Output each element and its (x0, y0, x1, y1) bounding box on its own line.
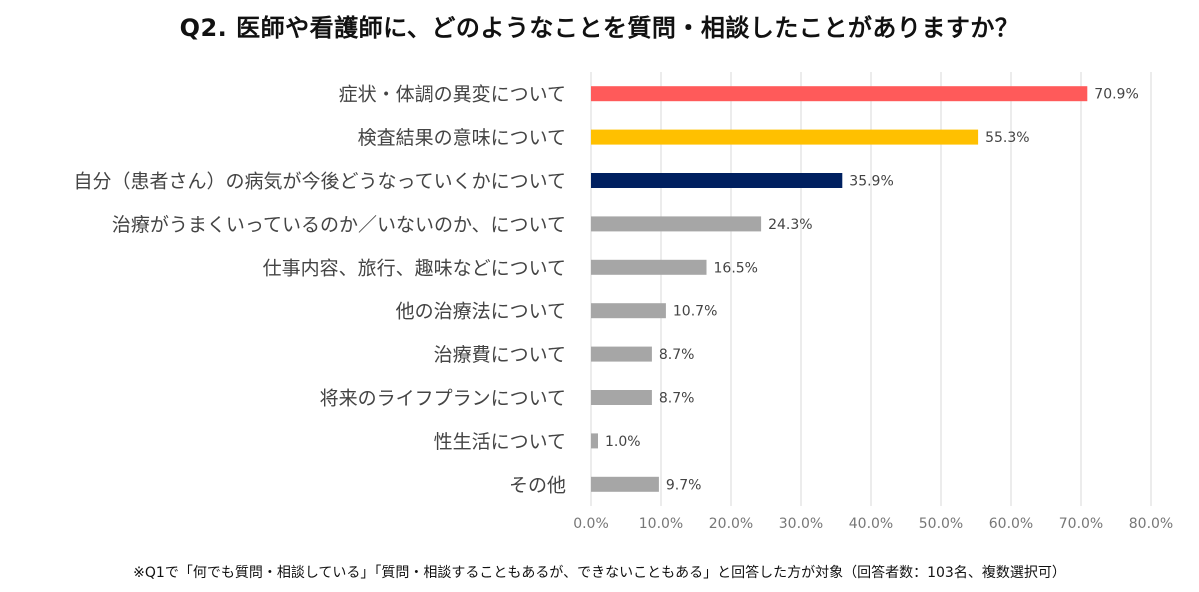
value-label: 9.7% (666, 477, 702, 493)
bar (591, 476, 659, 492)
category-label: 治療費について (434, 344, 566, 366)
category-label: 検査結果の意味について (358, 127, 566, 149)
value-label: 16.5% (714, 260, 758, 276)
category-label: 性生活について (434, 431, 566, 453)
x-tick-label: 40.0% (849, 516, 893, 532)
x-tick-label: 0.0% (573, 516, 609, 532)
value-label: 35.9% (849, 174, 893, 190)
bar (591, 433, 598, 449)
x-tick-label: 10.0% (639, 516, 683, 532)
category-label: その他 (509, 474, 566, 496)
value-label: 70.9% (1094, 87, 1138, 103)
value-label: 55.3% (985, 130, 1029, 146)
bar (591, 390, 652, 405)
x-tick-label: 70.0% (1059, 516, 1103, 532)
value-label: 8.7% (659, 347, 695, 363)
category-label: 症状・体調の異変について (339, 84, 566, 106)
bar (591, 86, 1088, 102)
category-label: 他の治療法について (396, 301, 566, 323)
x-tick-label: 80.0% (1129, 516, 1173, 532)
x-tick-label: 50.0% (919, 516, 963, 532)
category-label: 治療がうまくいっているのか／いないのか、について (112, 214, 566, 236)
value-label: 24.3% (768, 217, 812, 233)
bar (591, 346, 652, 362)
x-tick-label: 30.0% (779, 516, 823, 532)
category-label: 仕事内容、旅行、趣味などについて (263, 257, 566, 279)
category-label: 将来のライフプランについて (320, 388, 566, 410)
x-tick-label: 20.0% (709, 516, 753, 532)
category-label: 自分（患者さん）の病気が今後どうなっていくかについて (74, 171, 566, 193)
value-label: 10.7% (673, 304, 717, 320)
bar (591, 259, 707, 275)
bar (591, 303, 666, 319)
bar (591, 173, 843, 188)
footnote: ※Q1で「何でも質問・相談している」「質問・相談することもあるが、できないことも… (133, 565, 1066, 581)
chart-title: Q2. 医師や看護師に、どのようなことを質問・相談したことがありますか？ (179, 14, 1020, 42)
value-label: 1.0% (605, 434, 641, 450)
bar (591, 129, 979, 145)
x-tick-label: 60.0% (989, 516, 1033, 532)
value-label: 8.7% (659, 391, 695, 407)
bar (591, 216, 762, 232)
